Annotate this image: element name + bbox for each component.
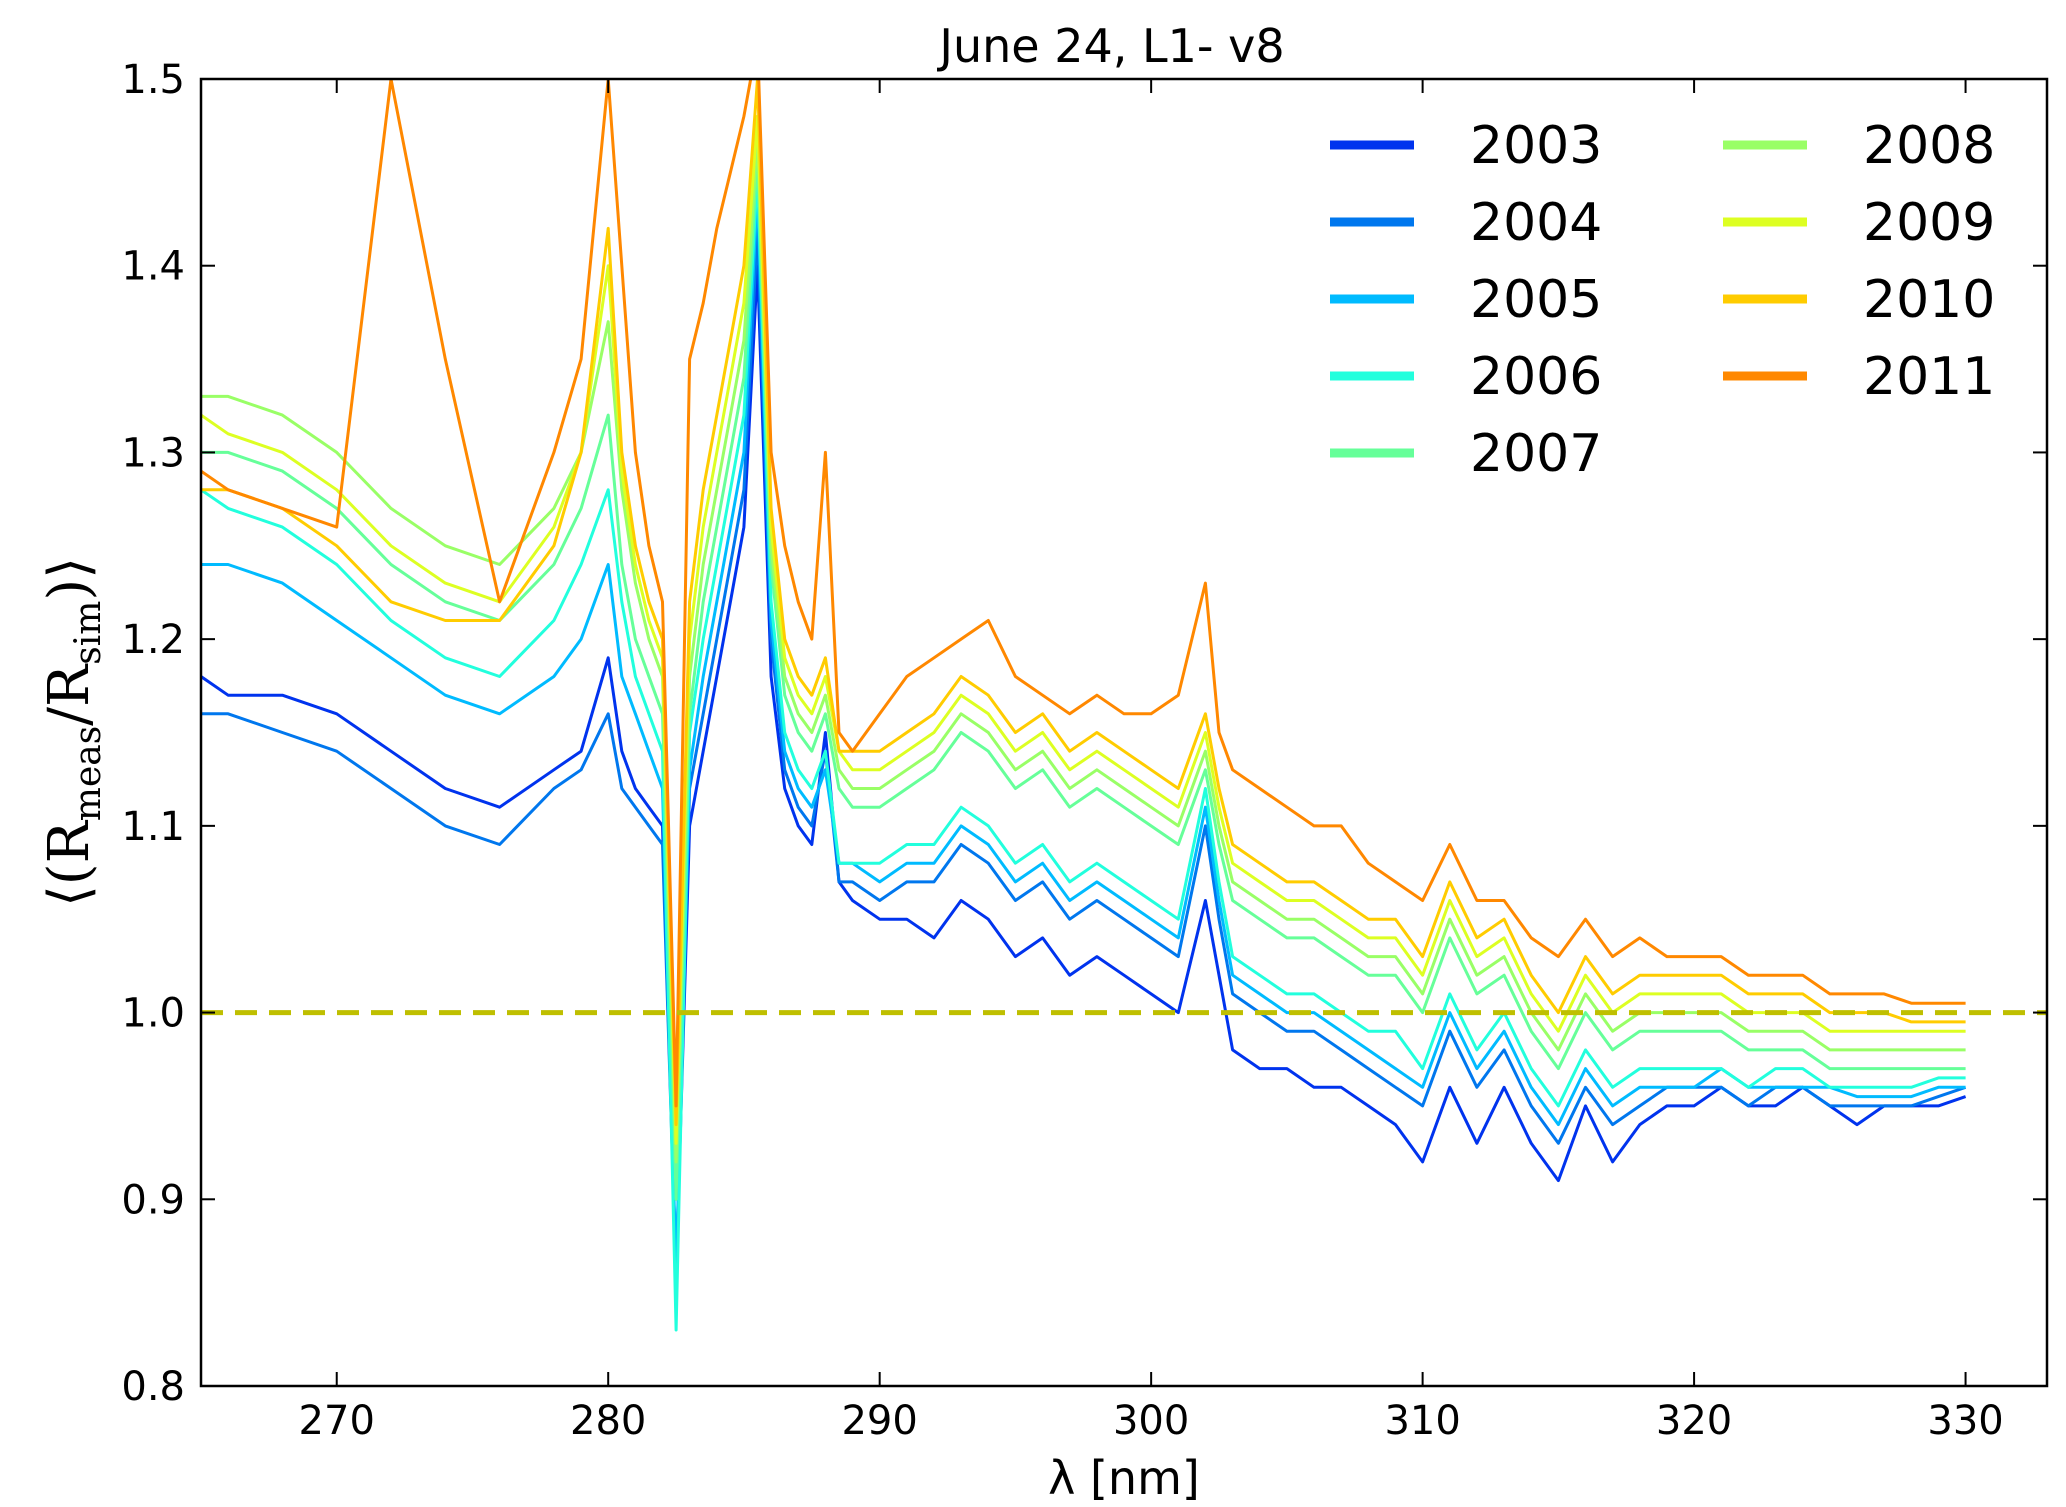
x-tick-label: 280 xyxy=(570,1398,646,1444)
x-tick-label: 310 xyxy=(1384,1398,1460,1444)
legend-item-2003: 2003 xyxy=(1330,116,1602,176)
legend-item-2009: 2009 xyxy=(1723,193,1995,253)
y-label-sub-meas: meas xyxy=(68,726,109,821)
y-label-sub-sim: sim xyxy=(68,601,109,665)
x-axis-ticks: 270 280 290 300 310 320 330 xyxy=(299,79,2004,1444)
legend-item-2007: 2007 xyxy=(1330,424,1602,484)
legend-item-2010: 2010 xyxy=(1723,270,1995,330)
y-tick-label: 1.3 xyxy=(121,430,185,476)
series-line-2004 xyxy=(201,226,1967,1276)
chart-title: June 24, L1- v8 xyxy=(936,19,1284,73)
legend-label-2004: 2004 xyxy=(1470,193,1602,253)
y-tick-label: 1.2 xyxy=(121,617,185,663)
y-axis-label: ⟨(Rmeas/Rsim)⟩ xyxy=(37,557,109,907)
legend-item-2011: 2011 xyxy=(1723,347,1995,407)
y-tick-label: 0.8 xyxy=(121,1364,185,1410)
y-label-mid: /R xyxy=(37,663,102,726)
legend-label-2008: 2008 xyxy=(1863,116,1995,176)
legend-label-2003: 2003 xyxy=(1470,116,1602,176)
x-tick-label: 320 xyxy=(1656,1398,1732,1444)
x-tick-label: 270 xyxy=(299,1398,375,1444)
series-line-2007 xyxy=(201,152,1966,1201)
series-line-2008 xyxy=(201,133,1966,1164)
y-tick-label: 0.9 xyxy=(121,1177,185,1223)
legend-label-2007: 2007 xyxy=(1470,424,1602,484)
x-tick-label: 330 xyxy=(1927,1398,2003,1444)
y-label-close: )⟩ xyxy=(37,557,102,601)
legend-label-2009: 2009 xyxy=(1863,193,1995,253)
series-line-2003 xyxy=(201,264,1967,1276)
legend-item-2008: 2008 xyxy=(1723,116,1995,176)
legend-item-2004: 2004 xyxy=(1330,193,1602,253)
plot-frame xyxy=(199,77,2049,1388)
legend-label-2005: 2005 xyxy=(1470,270,1602,330)
legend-label-2006: 2006 xyxy=(1470,347,1602,407)
series-line-2011 xyxy=(201,79,1966,1108)
legend-label-2010: 2010 xyxy=(1863,270,1995,330)
y-axis-ticks: 0.8 0.9 1.0 1.1 1.2 1.3 1.4 1.5 xyxy=(121,57,2047,1410)
legend-item-2005: 2005 xyxy=(1330,270,1602,330)
series-line-2010 xyxy=(201,79,1966,1127)
y-tick-label: 1.5 xyxy=(121,57,185,103)
x-tick-label: 290 xyxy=(841,1398,917,1444)
legend: 2003 2004 2005 2006 2007 2008 2009 2010 2011 xyxy=(1330,116,1995,484)
legend-item-2006: 2006 xyxy=(1330,347,1602,407)
series-line-2005 xyxy=(201,189,1966,1276)
series-layer xyxy=(201,79,1967,1332)
x-tick-label: 300 xyxy=(1113,1398,1189,1444)
y-tick-label: 1.0 xyxy=(121,991,185,1037)
y-axis-label-text: ⟨(Rmeas/Rsim)⟩ xyxy=(37,557,109,907)
y-tick-label: 1.4 xyxy=(121,244,185,290)
y-tick-label: 1.1 xyxy=(121,804,185,850)
plot-area xyxy=(199,77,2049,1388)
series-line-2009 xyxy=(201,114,1966,1145)
legend-label-2011: 2011 xyxy=(1863,347,1995,407)
x-axis-label: λ [nm] xyxy=(1048,1451,1200,1505)
series-line-2006 xyxy=(201,170,1966,1332)
y-label-open: ⟨(R xyxy=(37,819,102,907)
